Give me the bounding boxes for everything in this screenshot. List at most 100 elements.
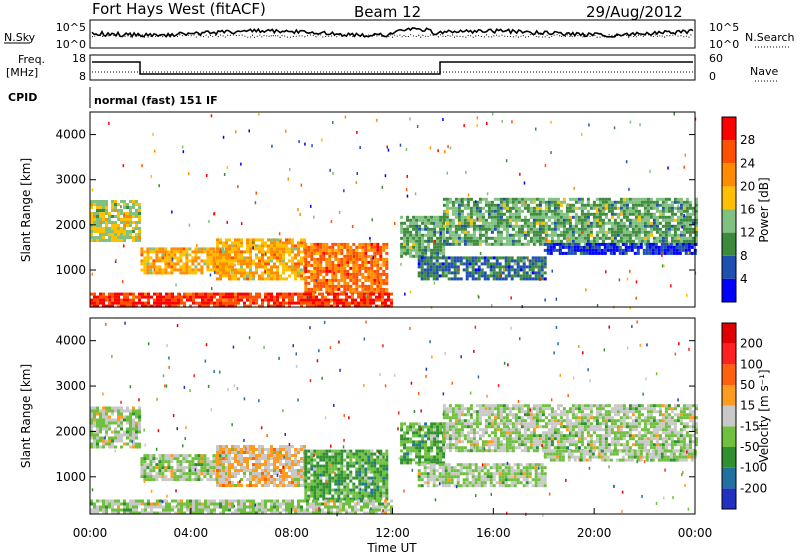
heatmap-cell bbox=[186, 292, 189, 296]
heatmap-cell bbox=[304, 473, 308, 477]
heatmap-cell bbox=[258, 277, 261, 281]
heatmap-cell bbox=[312, 292, 315, 296]
heatmap-cell bbox=[212, 478, 216, 482]
heatmap-cell bbox=[240, 448, 243, 451]
heatmap-cell bbox=[300, 475, 303, 478]
heatmap-cell bbox=[228, 508, 231, 512]
heatmap-cell bbox=[436, 218, 440, 222]
heatmap-cell bbox=[261, 271, 264, 275]
scatter-echo bbox=[298, 140, 300, 144]
heatmap-cell bbox=[231, 481, 234, 484]
heatmap-cell bbox=[147, 505, 150, 509]
heatmap-cell bbox=[261, 250, 264, 254]
heatmap-cell bbox=[129, 433, 132, 437]
heatmap-cell bbox=[316, 269, 320, 273]
heatmap-cell bbox=[279, 457, 282, 460]
heatmap-cell bbox=[486, 259, 490, 263]
heatmap-cell bbox=[594, 251, 598, 255]
heatmap-cell bbox=[192, 511, 195, 515]
scatter-echo bbox=[527, 258, 529, 262]
heatmap-cell bbox=[276, 484, 279, 487]
heatmap-cell bbox=[90, 298, 93, 302]
heatmap-cell bbox=[228, 277, 231, 281]
heatmap-cell bbox=[225, 478, 228, 481]
heatmap-cell bbox=[195, 295, 198, 299]
heatmap-cell bbox=[640, 224, 644, 228]
heatmap-cell bbox=[577, 221, 581, 225]
heatmap-cell bbox=[367, 242, 371, 246]
heatmap-cell bbox=[565, 236, 569, 240]
heatmap-cell bbox=[465, 274, 469, 278]
heatmap-cell bbox=[337, 242, 341, 246]
heatmap-cell bbox=[661, 218, 665, 222]
heatmap-cell bbox=[559, 209, 563, 213]
heatmap-cell bbox=[354, 298, 357, 302]
heatmap-cell bbox=[155, 478, 159, 482]
heatmap-cell bbox=[183, 505, 186, 509]
heatmap-cell bbox=[525, 274, 529, 278]
heatmap-cell bbox=[228, 454, 231, 457]
heatmap-cell bbox=[652, 203, 656, 207]
heatmap-cell bbox=[673, 206, 677, 210]
heatmap-cell bbox=[129, 233, 132, 236]
heatmap-cell bbox=[379, 278, 383, 282]
heatmap-cell bbox=[158, 265, 162, 269]
heatmap-cell bbox=[111, 412, 114, 416]
heatmap-cell bbox=[111, 227, 114, 230]
heatmap-cell bbox=[358, 485, 362, 489]
heatmap-cell bbox=[493, 197, 497, 201]
heatmap-cell bbox=[655, 200, 659, 204]
heatmap-cell bbox=[135, 433, 138, 437]
heatmap-cell bbox=[358, 449, 362, 453]
heatmap-cell bbox=[237, 292, 240, 296]
heatmap-cell bbox=[176, 457, 180, 461]
heatmap-cell bbox=[240, 238, 243, 242]
heatmap-cell bbox=[126, 230, 129, 233]
heatmap-cell bbox=[471, 277, 475, 281]
heatmap-cell bbox=[352, 278, 356, 282]
heatmap-cell bbox=[382, 491, 386, 495]
heatmap-cell bbox=[111, 298, 114, 302]
y-tick-label: 2000 bbox=[55, 218, 86, 232]
heatmap-cell bbox=[237, 241, 240, 245]
heatmap-cell bbox=[155, 250, 159, 254]
heatmap-cell bbox=[198, 508, 201, 512]
heatmap-cell bbox=[204, 298, 207, 302]
heatmap-cell bbox=[340, 455, 344, 459]
heatmap-cell bbox=[90, 406, 93, 410]
heatmap-cell bbox=[481, 239, 485, 243]
heatmap-cell bbox=[313, 284, 317, 288]
heatmap-cell bbox=[568, 206, 572, 210]
heatmap-cell bbox=[222, 478, 225, 481]
nsky-series bbox=[91, 27, 694, 39]
heatmap-cell bbox=[249, 271, 252, 275]
heatmap-cell bbox=[565, 206, 569, 210]
heatmap-cell bbox=[237, 472, 240, 475]
heatmap-cell bbox=[174, 499, 177, 503]
heatmap-cell bbox=[516, 256, 520, 260]
heatmap-cell bbox=[291, 478, 294, 481]
heatmap-cell bbox=[258, 463, 261, 466]
heatmap-cell bbox=[471, 256, 475, 260]
heatmap-cell bbox=[553, 224, 557, 228]
heatmap-cell bbox=[592, 239, 596, 243]
heatmap-cell bbox=[328, 278, 332, 282]
heatmap-cell bbox=[571, 239, 575, 243]
heatmap-cell bbox=[559, 233, 563, 237]
heatmap-cell bbox=[618, 251, 622, 255]
scatter-echo bbox=[479, 219, 481, 223]
heatmap-cell bbox=[327, 301, 330, 305]
heatmap-cell bbox=[349, 461, 353, 465]
scatter-echo bbox=[343, 263, 345, 267]
heatmap-cell bbox=[126, 203, 129, 206]
heatmap-cell bbox=[685, 200, 689, 204]
heatmap-cell bbox=[246, 277, 249, 281]
heatmap-cell bbox=[637, 233, 641, 237]
nsky-label: N.Sky bbox=[4, 31, 36, 44]
heatmap-cell bbox=[325, 278, 329, 282]
heatmap-cell bbox=[379, 455, 383, 459]
heatmap-cell bbox=[243, 469, 246, 472]
heatmap-cell bbox=[517, 200, 521, 204]
heatmap-cell bbox=[403, 221, 407, 225]
heatmap-cell bbox=[685, 212, 689, 216]
